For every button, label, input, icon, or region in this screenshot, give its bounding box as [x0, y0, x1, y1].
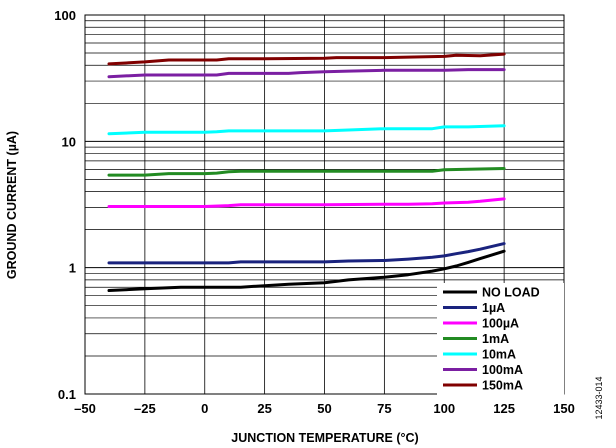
series-line — [107, 249, 506, 292]
figure-id: 12433-014 — [594, 376, 604, 419]
x-tick-label: 125 — [493, 401, 515, 416]
legend-label: 100µA — [482, 317, 519, 331]
legend-label: 100mA — [482, 363, 523, 377]
y-tick-label: 1 — [69, 261, 76, 276]
legend-label: 10mA — [482, 348, 516, 362]
x-tick-label: 50 — [317, 401, 331, 416]
x-tick-label: 100 — [433, 401, 455, 416]
x-tick-label: 75 — [377, 401, 391, 416]
series-line — [107, 68, 506, 79]
tick-labels: –50 –25 0 25 50 75 100 125 150 0.1 1 10 100 — [54, 8, 575, 416]
legend-label: 150mA — [482, 379, 523, 393]
x-tick-label: 0 — [201, 401, 208, 416]
y-tick-label: 100 — [54, 8, 76, 23]
x-tick-label: 150 — [553, 401, 575, 416]
legend-label: 1µA — [482, 301, 505, 315]
plot-series — [107, 52, 506, 292]
y-tick-label: 10 — [62, 134, 76, 149]
series-line — [107, 124, 506, 136]
series-line — [107, 52, 506, 66]
x-tick-label: 25 — [257, 401, 271, 416]
y-axis-title: GROUND CURRENT (µA) — [5, 131, 19, 279]
y-tick-label: 0.1 — [58, 387, 76, 402]
series-line — [107, 197, 506, 208]
x-axis-title: JUNCTION TEMPERATURE (°C) — [231, 431, 418, 445]
grid — [85, 15, 564, 394]
series-line — [107, 242, 506, 265]
legend-label: 1mA — [482, 332, 509, 346]
series-line — [107, 167, 506, 177]
x-tick-label: –50 — [74, 401, 96, 416]
legend-label: NO LOAD — [482, 286, 540, 300]
plot-frame — [84, 14, 565, 395]
x-tick-label: –25 — [134, 401, 156, 416]
